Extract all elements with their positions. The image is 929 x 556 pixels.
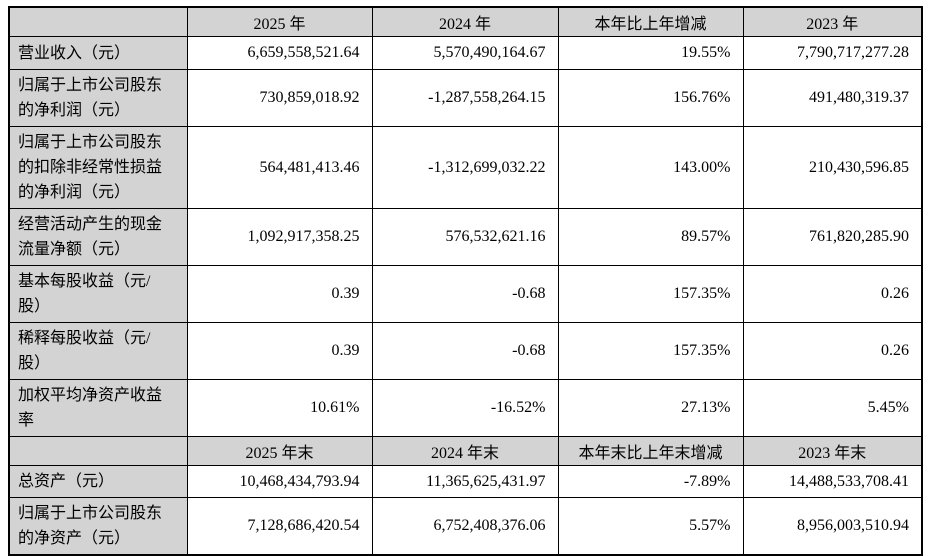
column-header-2024: 2024 年 — [371, 6, 559, 37]
row-label: 稀释每股收益（元/股） — [8, 322, 188, 380]
cell-value: 0.26 — [742, 322, 923, 380]
cell-value: 157.35% — [557, 322, 744, 380]
financial-summary-table: 2025 年 2024 年 本年比上年增减 2023 年 营业收入（元） 6,6… — [8, 6, 923, 556]
cell-value: 761,820,285.90 — [742, 208, 923, 266]
cell-value: 210,430,596.85 — [742, 126, 923, 209]
column-header-2023: 2023 年 — [742, 6, 923, 37]
cell-value: 564,481,413.46 — [186, 126, 373, 209]
table-row-revenue: 营业收入（元） 6,659,558,521.64 5,570,490,164.6… — [8, 36, 923, 70]
cell-value: 0.39 — [186, 265, 373, 323]
cell-value: 5,570,490,164.67 — [371, 36, 559, 70]
table-row-diluted-eps: 稀释每股收益（元/股） 0.39 -0.68 157.35% 0.26 — [8, 322, 923, 380]
annual-header-row: 2025 年 2024 年 本年比上年增减 2023 年 — [8, 6, 923, 37]
column-header-2024-end: 2024 年末 — [371, 436, 559, 466]
row-label: 加权平均净资产收益率 — [8, 379, 188, 437]
row-label: 基本每股收益（元/股） — [8, 265, 188, 323]
financial-summary-table-wrap: 2025 年 2024 年 本年比上年增减 2023 年 营业收入（元） 6,6… — [8, 6, 923, 556]
cell-value: 576,532,621.16 — [371, 208, 559, 266]
cell-value: -7.89% — [557, 465, 744, 498]
column-header-yoy-change: 本年比上年增减 — [557, 6, 744, 37]
table-row-operating-cash-flow: 经营活动产生的现金流量净额（元） 1,092,917,358.25 576,53… — [8, 208, 923, 266]
table-row-net-profit: 归属于上市公司股东的净利润（元） 730,859,018.92 -1,287,5… — [8, 69, 923, 127]
cell-value: 27.13% — [557, 379, 744, 437]
cell-value: 0.26 — [742, 265, 923, 323]
corner-cell — [8, 6, 188, 37]
table-row-basic-eps: 基本每股收益（元/股） 0.39 -0.68 157.35% 0.26 — [8, 265, 923, 323]
table-row-net-assets: 归属于上市公司股东的净资产（元） 7,128,686,420.54 6,752,… — [8, 497, 923, 556]
cell-value: -1,312,699,032.22 — [371, 126, 559, 209]
cell-value: 157.35% — [557, 265, 744, 323]
row-label: 归属于上市公司股东的扣除非经常性损益的净利润（元） — [8, 126, 188, 209]
cell-value: 5.45% — [742, 379, 923, 437]
cell-value: -1,287,558,264.15 — [371, 69, 559, 127]
row-label: 总资产（元） — [8, 465, 188, 498]
cell-value: 5.57% — [557, 497, 744, 556]
cell-value: 1,092,917,358.25 — [186, 208, 373, 266]
cell-value: 0.39 — [186, 322, 373, 380]
cell-value: 143.00% — [557, 126, 744, 209]
row-label: 营业收入（元） — [8, 36, 188, 70]
row-label: 归属于上市公司股东的净资产（元） — [8, 497, 188, 556]
cell-value: 730,859,018.92 — [186, 69, 373, 127]
column-header-2023-end: 2023 年末 — [742, 436, 923, 466]
row-label: 归属于上市公司股东的净利润（元） — [8, 69, 188, 127]
cell-value: 10.61% — [186, 379, 373, 437]
cell-value: 491,480,319.37 — [742, 69, 923, 127]
cell-value: 7,128,686,420.54 — [186, 497, 373, 556]
table-row-total-assets: 总资产（元） 10,468,434,793.94 11,365,625,431.… — [8, 465, 923, 498]
cell-value: 14,488,533,708.41 — [742, 465, 923, 498]
cell-value: 89.57% — [557, 208, 744, 266]
cell-value: -0.68 — [371, 322, 559, 380]
row-label: 经营活动产生的现金流量净额（元） — [8, 208, 188, 266]
column-header-end-yoy-change: 本年末比上年末增减 — [557, 436, 744, 466]
cell-value: 6,659,558,521.64 — [186, 36, 373, 70]
cell-value: 19.55% — [557, 36, 744, 70]
table-row-net-profit-excl-nonrecurring: 归属于上市公司股东的扣除非经常性损益的净利润（元） 564,481,413.46… — [8, 126, 923, 209]
cell-value: 156.76% — [557, 69, 744, 127]
column-header-2025: 2025 年 — [186, 6, 373, 37]
cell-value: 6,752,408,376.06 — [371, 497, 559, 556]
cell-value: -16.52% — [371, 379, 559, 437]
cell-value: 7,790,717,277.28 — [742, 36, 923, 70]
cell-value: 10,468,434,793.94 — [186, 465, 373, 498]
column-header-2025-end: 2025 年末 — [186, 436, 373, 466]
cell-value: 11,365,625,431.97 — [371, 465, 559, 498]
corner-cell — [8, 436, 188, 466]
table-row-weighted-avg-roe: 加权平均净资产收益率 10.61% -16.52% 27.13% 5.45% — [8, 379, 923, 437]
cell-value: 8,956,003,510.94 — [742, 497, 923, 556]
period-end-header-row: 2025 年末 2024 年末 本年末比上年末增减 2023 年末 — [8, 436, 923, 466]
cell-value: -0.68 — [371, 265, 559, 323]
